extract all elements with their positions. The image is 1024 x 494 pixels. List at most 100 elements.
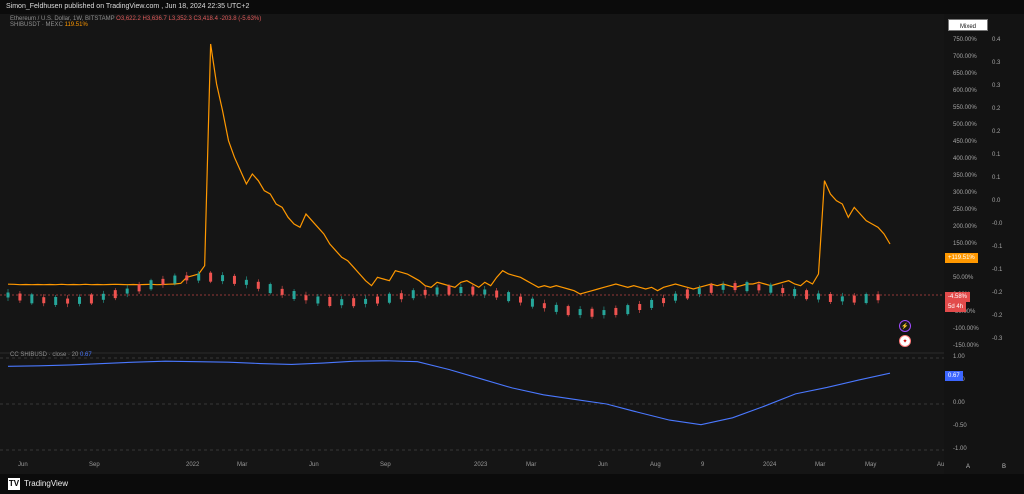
- right-price-scale[interactable]: [944, 14, 1024, 474]
- tradingview-logo-icon: TV: [8, 478, 20, 490]
- time-axis-label-10: 9: [701, 462, 705, 468]
- eth-candle-98: [590, 308, 594, 317]
- eth-candle-128: [769, 284, 773, 293]
- eth-candle-132: [793, 289, 797, 297]
- header-separator: ,: [161, 3, 166, 10]
- percent-scale-label-16: -50.00%: [953, 309, 976, 315]
- correlation-legend-value: 0.67: [80, 352, 92, 358]
- eth-candle-82: [495, 290, 499, 298]
- value-scale-label-0: 0.4: [992, 37, 1001, 43]
- eth-candle-20: [125, 288, 129, 294]
- eth-candle-8: [54, 296, 58, 305]
- eth-candle-32: [197, 273, 201, 281]
- main-chart-svg[interactable]: [0, 14, 944, 474]
- eth-candle-78: [471, 286, 475, 295]
- percent-scale-label-2: 650.00%: [953, 71, 977, 77]
- eth-candle-28: [173, 275, 177, 284]
- eth-candle-116: [697, 288, 701, 295]
- eth-candle-26: [161, 278, 165, 285]
- lower-scale-label-3: -0.50: [953, 423, 967, 429]
- eth-candle-124: [745, 282, 749, 292]
- time-axis-label-13: May: [865, 462, 877, 468]
- time-axis-label-8: Jun: [598, 462, 608, 468]
- mixed-scale-button[interactable]: Mixed: [948, 19, 988, 31]
- eth-candle-144: [864, 294, 868, 304]
- top-header: Simon_Feldhusen published on TradingView…: [0, 0, 1024, 14]
- header-date: Jun 18, 2024 22:35 UTC+2: [165, 3, 250, 10]
- lower-scale-label-0: 1.00: [953, 354, 965, 360]
- eth-candle-2: [18, 293, 22, 301]
- correlation-legend: CC SHIBUSD · close · 20 0.67: [10, 352, 92, 358]
- eth-candle-54: [328, 296, 332, 306]
- eth-candle-4: [30, 294, 34, 304]
- eth-candle-110: [662, 298, 666, 304]
- eth-candle-106: [638, 304, 642, 311]
- eth-value-chip: -4.58%: [945, 292, 971, 302]
- flash-icon[interactable]: ⚡: [899, 320, 911, 332]
- time-axis-label-0: Jun: [18, 462, 28, 468]
- eth-candle-114: [685, 289, 689, 299]
- value-scale-label-3: 0.2: [992, 106, 1001, 112]
- eth-candle-30: [185, 275, 189, 281]
- value-scale-label-5: 0.1: [992, 152, 1001, 158]
- value-scale-label-12: -0.2: [992, 313, 1003, 319]
- eth-candle-120: [721, 284, 725, 290]
- eth-candle-122: [733, 283, 737, 291]
- correlation-legend-label: CC SHIBUSD · close · 20: [10, 352, 79, 358]
- eth-candle-146: [876, 294, 880, 301]
- eth-candle-80: [483, 289, 487, 295]
- percent-scale-label-14: 50.00%: [953, 275, 974, 281]
- eth-candle-138: [828, 293, 832, 302]
- shib-legend-value: 119.51%: [64, 22, 88, 28]
- eth-candle-88: [530, 298, 534, 307]
- eth-candle-90: [542, 303, 546, 309]
- eth-candle-142: [852, 295, 856, 303]
- eth-candle-16: [101, 293, 105, 300]
- value-scale-label-10: -0.1: [992, 267, 1003, 273]
- eth-candle-104: [626, 305, 630, 315]
- bottom-bar: [0, 474, 1024, 494]
- time-axis-label-7: Mar: [526, 462, 537, 468]
- percent-scale-label-9: 300.00%: [953, 190, 977, 196]
- percent-scale-label-17: -100.00%: [953, 326, 979, 332]
- value-scale-label-11: -0.2: [992, 290, 1003, 296]
- percent-scale-label-3: 600.00%: [953, 88, 977, 94]
- percent-scale-label-0: 750.00%: [953, 37, 977, 43]
- shib-value-chip: +119.51%: [945, 253, 978, 263]
- value-scale-label-8: -0.0: [992, 221, 1003, 227]
- eth-candle-38: [232, 275, 236, 284]
- time-axis-label-11: 2024: [763, 462, 777, 468]
- a-button[interactable]: A: [965, 464, 970, 470]
- correlation-series-line[interactable]: [7, 360, 891, 426]
- eth-candle-6: [42, 297, 46, 304]
- eth-candle-34: [209, 272, 213, 282]
- eth-candle-74: [447, 285, 451, 295]
- eth-candle-72: [435, 287, 439, 295]
- eth-candle-44: [268, 284, 272, 294]
- eth-candle-10: [66, 298, 70, 304]
- eth-candle-60: [364, 298, 368, 304]
- chart-background: [0, 14, 944, 474]
- percent-scale-label-8: 350.00%: [953, 173, 977, 179]
- value-scale-label-6: 0.1: [992, 175, 1001, 181]
- eth-candle-64: [387, 293, 391, 303]
- eth-candle-112: [673, 293, 677, 301]
- eth-candle-108: [650, 299, 654, 308]
- tradingview-brand: TradingView: [24, 479, 69, 488]
- b-button[interactable]: B: [1001, 464, 1006, 470]
- eth-candle-136: [816, 293, 820, 300]
- time-axis-label-6: 2023: [474, 462, 488, 468]
- eth-legend-ohlc: O3,622.2 H3,636.7 L3,352.3 C3,418.4 -203…: [116, 16, 262, 22]
- time-axis-label-5: Sep: [380, 462, 391, 468]
- chart-area[interactable]: [0, 14, 944, 474]
- time-axis-label-4: Jun: [309, 462, 319, 468]
- header-author: Simon_Feldhusen: [6, 3, 63, 10]
- lower-scale-label-4: -1.00: [953, 446, 967, 452]
- eth-candle-50: [304, 295, 308, 301]
- eth-candle-40: [244, 279, 248, 285]
- eth-candle-18: [113, 290, 117, 299]
- eth-candle-58: [352, 298, 356, 307]
- eth-candle-130: [781, 288, 785, 294]
- us-flag-icon[interactable]: ✦: [899, 335, 911, 347]
- percent-scale-label-5: 500.00%: [953, 122, 977, 128]
